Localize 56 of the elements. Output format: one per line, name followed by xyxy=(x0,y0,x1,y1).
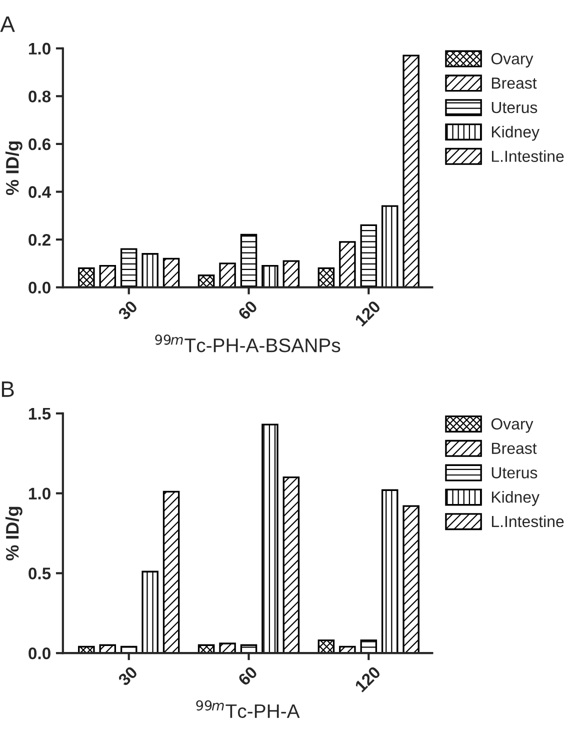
legend-label: Breast xyxy=(492,442,537,454)
bar xyxy=(120,248,138,288)
legend-label: Kidney xyxy=(492,491,540,506)
y-tick-label: 0.0 xyxy=(28,282,50,294)
y-tick-label: 0.6 xyxy=(28,138,51,150)
y-tick-label: 1.5 xyxy=(28,408,51,420)
legend-label: L.Intestine xyxy=(492,515,564,528)
bar xyxy=(318,639,335,654)
bar xyxy=(162,490,180,654)
x-tick-label: 120 xyxy=(354,666,382,692)
legend-label: Breast xyxy=(492,78,537,89)
bar xyxy=(402,505,420,654)
x-tick-label: 60 xyxy=(237,666,258,686)
bar xyxy=(381,489,398,654)
bar xyxy=(339,241,356,288)
x-tick-label: 30 xyxy=(117,666,138,686)
chart-title: B xyxy=(2,382,14,397)
bar xyxy=(262,424,278,654)
x-tick-label: 30 xyxy=(117,300,138,321)
legend-label: Ovary xyxy=(491,418,534,433)
legend-label: Uterus xyxy=(492,102,538,114)
bar xyxy=(142,570,158,654)
x-axis-title: $^{99m}$Tc-PH-A xyxy=(196,700,300,718)
bar xyxy=(402,54,420,288)
chart-title: A xyxy=(0,16,15,32)
bar xyxy=(142,253,158,288)
legend-label: L.Intestine xyxy=(492,150,564,162)
bar xyxy=(282,476,300,654)
bar xyxy=(360,639,378,654)
x-tick-label: 120 xyxy=(354,300,382,327)
x-axis-title: $^{99m}$Tc-PH-A-BSANPs xyxy=(155,334,340,352)
legend-label: Ovary xyxy=(491,53,534,68)
y-axis-title: % ID/g xyxy=(5,506,22,560)
y-tick-label: 0.0 xyxy=(28,648,50,660)
y-tick-label: 0.5 xyxy=(28,568,51,580)
bar xyxy=(219,262,236,288)
x-tick-label: 60 xyxy=(237,300,258,320)
y-tick-label: 0.2 xyxy=(28,234,50,246)
bar xyxy=(162,258,180,288)
bar xyxy=(240,234,258,288)
bar xyxy=(381,205,398,288)
bar xyxy=(198,274,215,288)
y-axis-title: % ID/g xyxy=(5,141,22,195)
y-tick-label: 1.0 xyxy=(28,42,50,55)
bar xyxy=(78,267,95,288)
bar xyxy=(99,264,116,288)
legend-label: Uterus xyxy=(492,467,538,478)
y-tick-label: 0.8 xyxy=(28,90,51,102)
bar xyxy=(318,267,335,288)
bar xyxy=(282,260,300,288)
bar xyxy=(360,224,378,288)
legend-label: Kidney xyxy=(492,126,540,141)
y-tick-label: 1.0 xyxy=(28,488,50,500)
bar xyxy=(262,264,278,288)
y-tick-label: 0.4 xyxy=(28,186,52,198)
bar xyxy=(219,642,236,654)
